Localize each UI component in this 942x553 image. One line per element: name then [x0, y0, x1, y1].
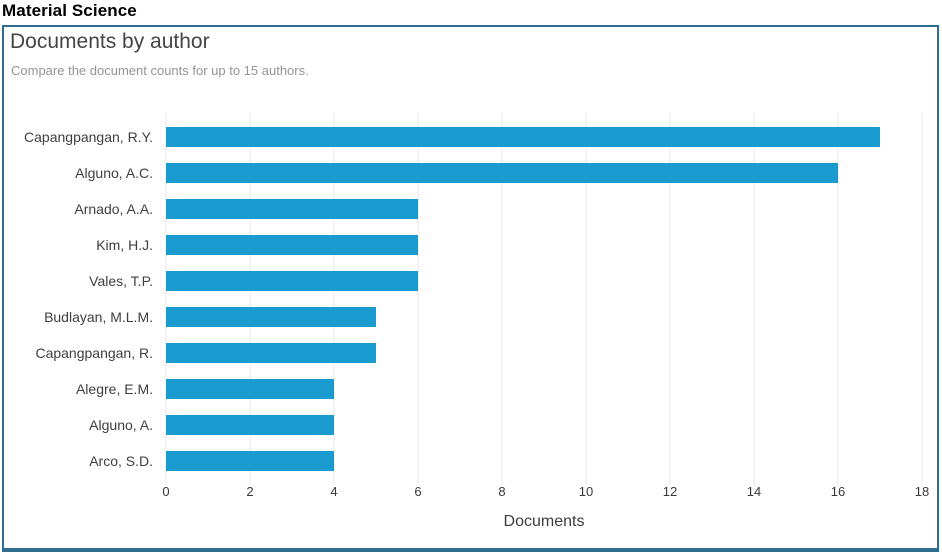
chart-row: Budlayan, M.L.M.	[4, 299, 922, 335]
bar-track	[166, 119, 922, 155]
chart-row: Capangpangan, R.	[4, 335, 922, 371]
bar-rows: Capangpangan, R.Y. Alguno, A.C. Arnado, A.…	[4, 119, 922, 479]
documents-by-author-bar-chart: Capangpangan, R.Y. Alguno, A.C. Arnado, A.…	[4, 113, 929, 531]
author-label: Arnado, A.A.	[74, 201, 153, 217]
x-axis-tick-labels: 0 2 4 6 8 10 12 14 16 18	[162, 484, 929, 500]
author-label: Kim, H.J.	[96, 237, 153, 253]
document-count-bar[interactable]	[166, 415, 334, 435]
x-tick-label: 10	[578, 484, 594, 499]
author-label: Budlayan, M.L.M.	[44, 309, 153, 325]
document-count-bar[interactable]	[166, 271, 418, 291]
x-tick-label: 2	[246, 484, 254, 499]
document-count-bar[interactable]	[166, 235, 418, 255]
chart-row: Capangpangan, R.Y.	[4, 119, 922, 155]
bar-track	[166, 263, 922, 299]
x-tick-label: 6	[414, 484, 422, 499]
author-label: Alguno, A.C.	[75, 165, 153, 181]
chart-row: Kim, H.J.	[4, 227, 922, 263]
x-tick-label: 14	[746, 484, 762, 499]
author-label: Capangpangan, R.	[35, 345, 153, 361]
chart-row: Arnado, A.A.	[4, 191, 922, 227]
author-label: Arco, S.D.	[89, 453, 153, 469]
author-label: Alegre, E.M.	[75, 381, 153, 397]
chart-subtitle: Compare the document counts for up to 15…	[11, 63, 309, 78]
document-count-bar[interactable]	[166, 451, 334, 471]
x-tick-label: 12	[662, 484, 678, 499]
x-tick-label: 8	[498, 484, 506, 499]
document-count-bar[interactable]	[166, 307, 376, 327]
chart-row: Alegre, E.M.	[4, 371, 922, 407]
document-count-bar[interactable]	[166, 379, 334, 399]
x-tick-label: 16	[830, 484, 846, 499]
document-count-bar[interactable]	[166, 343, 376, 363]
chart-row: Alguno, A.C.	[4, 155, 922, 191]
chart-row: Vales, T.P.	[4, 263, 922, 299]
bar-track	[166, 227, 922, 263]
bar-track	[166, 299, 922, 335]
x-tick-label: 18	[914, 484, 930, 499]
author-label: Alguno, A.	[89, 417, 153, 433]
author-label: Vales, T.P.	[89, 273, 153, 289]
bar-track	[166, 335, 922, 371]
chart-row: Alguno, A.	[4, 407, 922, 443]
bar-track	[166, 371, 922, 407]
page-title: Material Science	[2, 1, 137, 20]
x-tick-label: 4	[330, 484, 338, 499]
chart-row: Arco, S.D.	[4, 443, 922, 479]
document-count-bar[interactable]	[166, 163, 838, 183]
bar-track	[166, 191, 922, 227]
bar-track	[166, 155, 922, 191]
chart-title: Documents by author	[10, 30, 210, 53]
x-axis-title: Documents	[503, 513, 585, 530]
x-tick-label: 0	[162, 484, 170, 499]
bar-track	[166, 407, 922, 443]
author-label: Capangpangan, R.Y.	[24, 129, 153, 145]
document-count-bar[interactable]	[166, 127, 880, 147]
bar-track	[166, 443, 922, 479]
chart-panel: Documents by author Compare the document…	[2, 25, 939, 552]
document-count-bar[interactable]	[166, 199, 418, 219]
